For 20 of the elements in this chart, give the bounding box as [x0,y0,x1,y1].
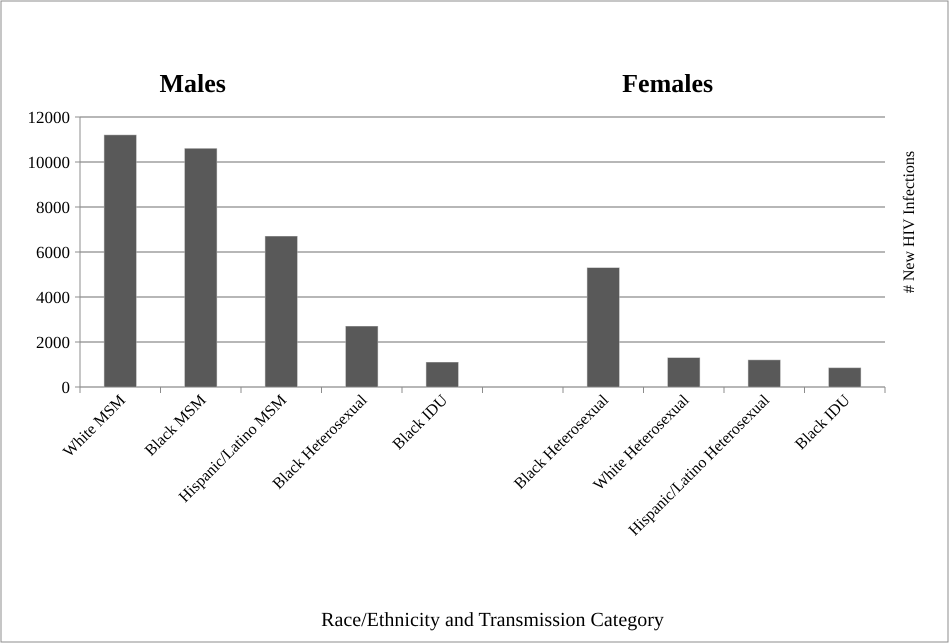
bar [748,360,781,388]
y-tick-label: 12000 [28,108,70,127]
y-axis-title: # New HIV Infections [901,150,918,294]
bar [184,148,218,388]
text: Males [159,69,226,98]
bar [264,236,298,388]
y-tick-label: 8000 [36,198,70,217]
bar [426,362,459,388]
bar [345,326,378,388]
bar [667,358,700,388]
y-tick-label: 6000 [36,242,70,262]
y-tick-label: 0 [62,378,70,397]
y-tick-label: 4000 [36,288,70,307]
bar [104,134,137,388]
x-axis-title: Race/Ethnicity and Transmission Category [321,609,664,631]
y-tick-label: 10000 [28,152,70,172]
text: Females [622,69,714,98]
y-tick-label: 2000 [36,332,70,352]
bar [828,368,862,388]
bar [586,268,620,388]
